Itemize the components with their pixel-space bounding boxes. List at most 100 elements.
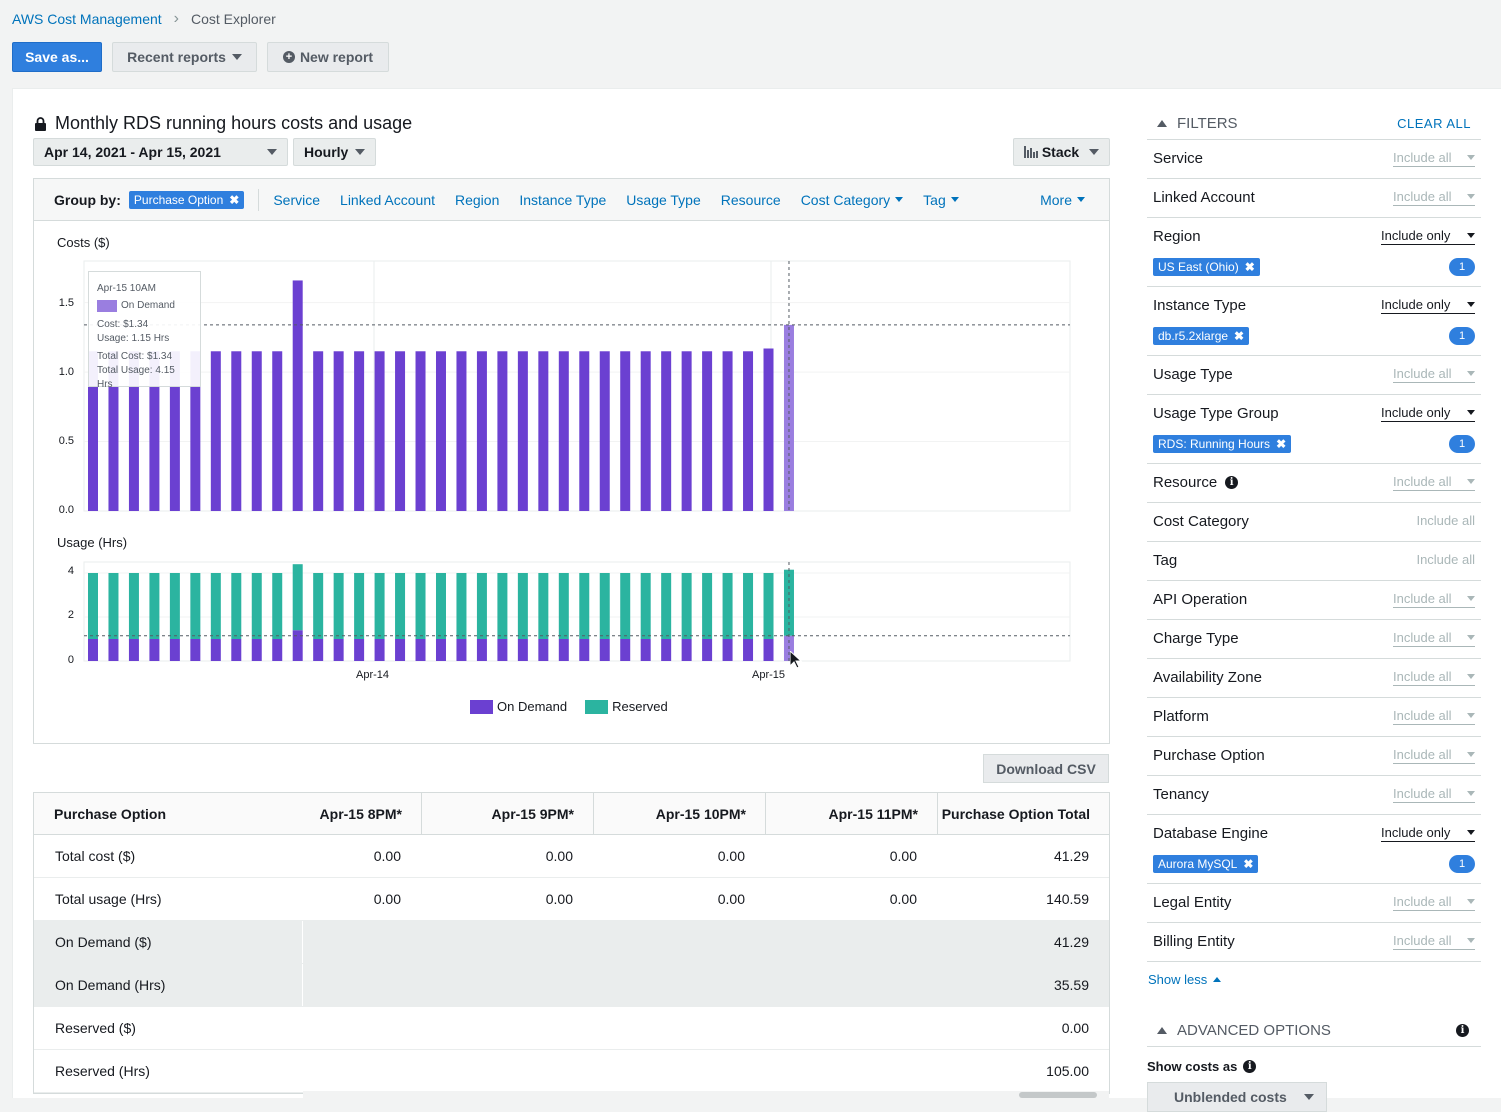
cost-chart-title: Costs ($) (57, 235, 110, 250)
group-by-usage-type[interactable]: Usage Type (626, 191, 701, 208)
filter-chip[interactable]: RDS: Running Hours ✖ (1153, 435, 1292, 453)
filter-row: Tenancy Include all (1147, 776, 1481, 815)
caret-up-icon (1157, 1027, 1167, 1034)
usage-bar-reserved (251, 573, 262, 639)
cost-chart[interactable] (34, 179, 1109, 743)
cost-bar (476, 351, 487, 511)
filter-mode-dropdown[interactable]: Include all (1393, 708, 1475, 725)
save-as-button[interactable]: Save as... (12, 42, 102, 72)
new-report-button[interactable]: + New report (267, 42, 389, 72)
filter-mode-dropdown[interactable]: Include only (1381, 297, 1475, 314)
usage-plot-area (83, 561, 1071, 662)
info-icon[interactable]: i (1456, 1024, 1469, 1037)
filter-mode-dropdown[interactable]: Include all (1416, 552, 1475, 568)
group-by-cost-category[interactable]: Cost Category (801, 192, 904, 208)
close-icon[interactable]: ✖ (1276, 437, 1287, 451)
info-icon[interactable]: i (1225, 476, 1239, 489)
xtick-apr-15: Apr-15 (752, 669, 786, 681)
legend-on-demand[interactable]: On Demand (497, 699, 568, 714)
usage-bar-reserved (558, 573, 569, 639)
filter-mode-dropdown[interactable]: Include all (1393, 366, 1475, 383)
breadcrumb-root-link[interactable]: AWS Cost Management (12, 11, 162, 27)
group-by-linked-account[interactable]: Linked Account (340, 191, 435, 208)
recent-reports-button[interactable]: Recent reports (112, 42, 257, 72)
group-by-instance-type[interactable]: Instance Type (519, 191, 607, 208)
group-by-service[interactable]: Service (273, 191, 321, 208)
granularity-dropdown[interactable]: Hourly (293, 138, 376, 166)
clear-all-link[interactable]: CLEAR ALL (1397, 116, 1471, 131)
filter-name-text: API Operation (1153, 591, 1248, 608)
filter-mode-dropdown[interactable]: Include all (1393, 894, 1475, 911)
download-csv-button[interactable]: Download CSV (983, 754, 1109, 783)
filter-mode-label: Include all (1393, 366, 1452, 381)
row-cell: 0.00 (373, 848, 401, 864)
filter-mode-dropdown[interactable]: Include all (1416, 513, 1475, 529)
filter-mode-dropdown[interactable]: Include all (1393, 747, 1475, 764)
cost-bar (579, 351, 590, 511)
date-range-picker[interactable]: Apr 14, 2021 - Apr 15, 2021 (33, 138, 288, 166)
divider (302, 964, 303, 1006)
caret-down-icon (1467, 635, 1475, 640)
usage-bar-on-demand (395, 639, 406, 661)
usage-bar-reserved (497, 573, 508, 639)
close-icon[interactable]: ✖ (1244, 260, 1255, 274)
advanced-options-header[interactable]: ADVANCED OPTIONS i (1147, 1015, 1481, 1047)
cost-type-dropdown[interactable]: Unblended costs (1147, 1082, 1327, 1112)
filter-name-text: Instance Type (1153, 297, 1247, 314)
filters-toggle[interactable]: FILTERS (1147, 115, 1238, 132)
filter-chip[interactable]: Aurora MySQL ✖ (1153, 855, 1259, 873)
filter-mode-label: Include all (1393, 474, 1452, 489)
table-scrollbar[interactable] (303, 1091, 1109, 1098)
close-icon[interactable]: ✖ (1234, 329, 1245, 343)
close-icon[interactable]: ✖ (229, 192, 240, 207)
filter-mode-dropdown[interactable]: Include all (1393, 591, 1475, 608)
filter-row: Availability Zone Include all (1147, 659, 1481, 698)
usage-bar-reserved (517, 573, 528, 639)
info-icon[interactable]: i (1243, 1060, 1257, 1073)
bar-chart-icon (1024, 146, 1038, 158)
filter-mode-dropdown[interactable]: Include all (1393, 669, 1475, 686)
group-by-chip[interactable]: Purchase Option ✖ (128, 190, 245, 209)
show-less-link[interactable]: Show less (1148, 972, 1222, 987)
scrollbar-thumb[interactable] (1019, 1092, 1097, 1098)
filter-mode-label: Include all (1393, 786, 1452, 801)
group-by-resource[interactable]: Resource (720, 191, 781, 208)
filter-mode-dropdown[interactable]: Include only (1381, 228, 1475, 245)
row-label: Reserved (Hrs) (55, 1063, 150, 1079)
divider (765, 793, 766, 835)
filter-mode-dropdown[interactable]: Include all (1393, 150, 1475, 167)
filter-mode-dropdown[interactable]: Include all (1393, 786, 1475, 803)
group-by-chip-label: Purchase Option (133, 192, 224, 207)
cost-bar (722, 351, 733, 511)
usage-bar-on-demand (333, 639, 344, 661)
filter-chip-label: Aurora MySQL (1158, 857, 1238, 871)
filter-mode-dropdown[interactable]: Include all (1393, 474, 1475, 491)
filter-name: Tag (1153, 552, 1177, 569)
filter-mode-dropdown[interactable]: Include all (1393, 630, 1475, 647)
filter-mode-dropdown[interactable]: Include only (1381, 825, 1475, 842)
row-label: On Demand ($) (55, 934, 152, 950)
cost-bar (435, 351, 446, 511)
filter-mode-dropdown[interactable]: Include all (1393, 933, 1475, 950)
filter-mode-label: Include only (1381, 405, 1451, 420)
group-by-tag[interactable]: Tag (923, 192, 959, 208)
close-icon[interactable]: ✖ (1243, 857, 1254, 871)
report-title: Monthly RDS running hours costs and usag… (35, 113, 412, 134)
filter-chip[interactable]: db.r5.2xlarge ✖ (1153, 327, 1250, 345)
tooltip-total-usage: Total Usage: 4.15 Hrs (97, 365, 175, 390)
legend-reserved[interactable]: Reserved (612, 699, 668, 714)
chart-style-label: Stack (1041, 144, 1080, 160)
breadcrumb: AWS Cost Management › Cost Explorer (12, 10, 276, 28)
group-by-more[interactable]: More (1040, 192, 1085, 208)
filter-mode-dropdown[interactable]: Include all (1393, 189, 1475, 206)
caret-down-icon (1467, 155, 1475, 160)
caret-down-icon (1467, 899, 1475, 904)
save-as-label: Save as... (25, 49, 89, 65)
filter-chip[interactable]: US East (Ohio) ✖ (1153, 258, 1260, 276)
group-by-region[interactable]: Region (455, 191, 500, 208)
chart-style-dropdown[interactable]: Stack (1013, 138, 1110, 166)
filter-count-badge: 1 (1449, 435, 1475, 453)
table-row: Reserved ($) 0.00 (34, 1007, 1109, 1050)
header-purchase-option: Purchase Option (54, 805, 167, 822)
filter-mode-dropdown[interactable]: Include only (1381, 405, 1475, 422)
